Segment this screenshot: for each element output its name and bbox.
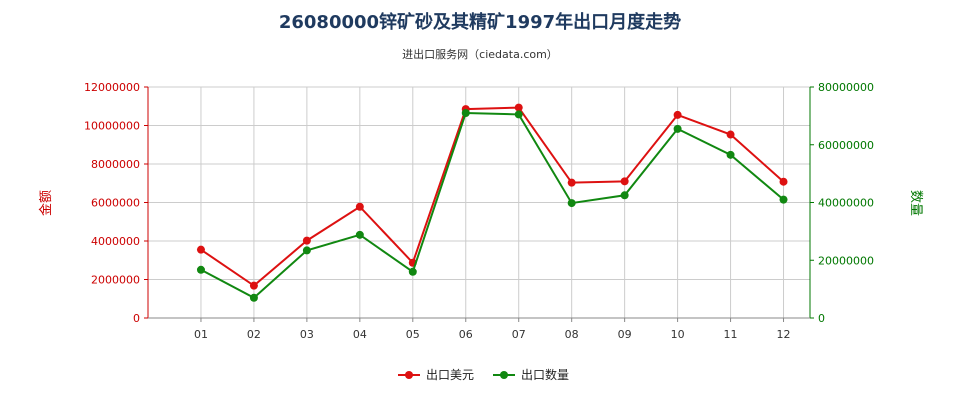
chart-title: 26080000锌矿砂及其精矿1997年出口月度走势	[278, 12, 682, 33]
series-2-point	[779, 195, 788, 204]
legend: 出口美元 出口数量	[398, 367, 569, 382]
x-tick-label: 10	[671, 328, 685, 341]
series-1-point	[567, 178, 576, 187]
x-tick-label: 02	[247, 328, 261, 341]
x-tick-label: 11	[724, 328, 738, 341]
x-tick-label: 12	[777, 328, 791, 341]
right-tick-label: 80000000	[818, 81, 874, 94]
chart-subtitle: 进出口服务网（ciedata.com）	[402, 48, 558, 61]
left-tick-label: 8000000	[91, 158, 140, 171]
legend-label-2: 出口数量	[521, 367, 569, 382]
series-1-point	[620, 177, 629, 186]
left-tick-label: 10000000	[84, 120, 140, 133]
series-1-point	[514, 103, 523, 112]
series-2-point	[567, 199, 576, 208]
series-line-1	[200, 106, 785, 287]
left-tick-label: 6000000	[91, 197, 140, 210]
series-layer	[196, 103, 788, 302]
series-line-2	[200, 111, 785, 299]
x-tick-label: 01	[194, 328, 208, 341]
legend-marker-1	[405, 371, 413, 379]
left-tick-label: 4000000	[91, 235, 140, 248]
right-tick-label: 0	[818, 312, 825, 325]
series-2-point	[461, 108, 470, 117]
series-1-point	[249, 281, 258, 290]
legend-label-1: 出口美元	[426, 368, 474, 382]
series-2-point	[673, 124, 682, 133]
legend-marker-2	[500, 371, 508, 379]
x-ticks: 01 02 03 04 05 06 07 08 09 10 11 12	[194, 318, 791, 341]
series-2-point	[726, 150, 735, 159]
x-tick-label: 05	[406, 328, 420, 341]
y-axis-label-right: 数量	[908, 190, 923, 216]
series-2-point	[196, 265, 205, 274]
series-2-point	[249, 293, 258, 302]
series-2-point	[620, 191, 629, 200]
right-tick-label: 60000000	[818, 139, 874, 152]
x-tick-label: 04	[353, 328, 367, 341]
x-tick-label: 08	[565, 328, 579, 341]
x-tick-label: 06	[459, 328, 473, 341]
series-1-point	[673, 110, 682, 119]
x-tick-label: 03	[300, 328, 314, 341]
right-tick-label: 20000000	[818, 254, 874, 267]
series-2-point	[514, 110, 523, 119]
right-tick-label: 40000000	[818, 197, 874, 210]
y-axis-label-left: 金额	[38, 190, 54, 216]
x-tick-label: 09	[618, 328, 632, 341]
left-tick-label: 0	[133, 312, 140, 325]
series-2-point	[408, 267, 417, 276]
series-1-point	[355, 202, 364, 211]
series-1-point	[302, 236, 311, 245]
left-tick-label: 2000000	[91, 274, 140, 287]
left-tick-label: 12000000	[84, 81, 140, 94]
series-1-point	[726, 130, 735, 139]
series-2-point	[355, 230, 364, 239]
series-2-point	[302, 246, 311, 255]
series-1-point	[779, 177, 788, 186]
left-ticks: 0 2000000 4000000 6000000 8000000 10000000 120…	[84, 81, 148, 325]
right-ticks: 0 20000000 40000000 60000000 80000000	[810, 81, 874, 325]
series-1-point	[196, 245, 205, 254]
grid	[147, 86, 811, 319]
x-tick-label: 07	[512, 328, 526, 341]
